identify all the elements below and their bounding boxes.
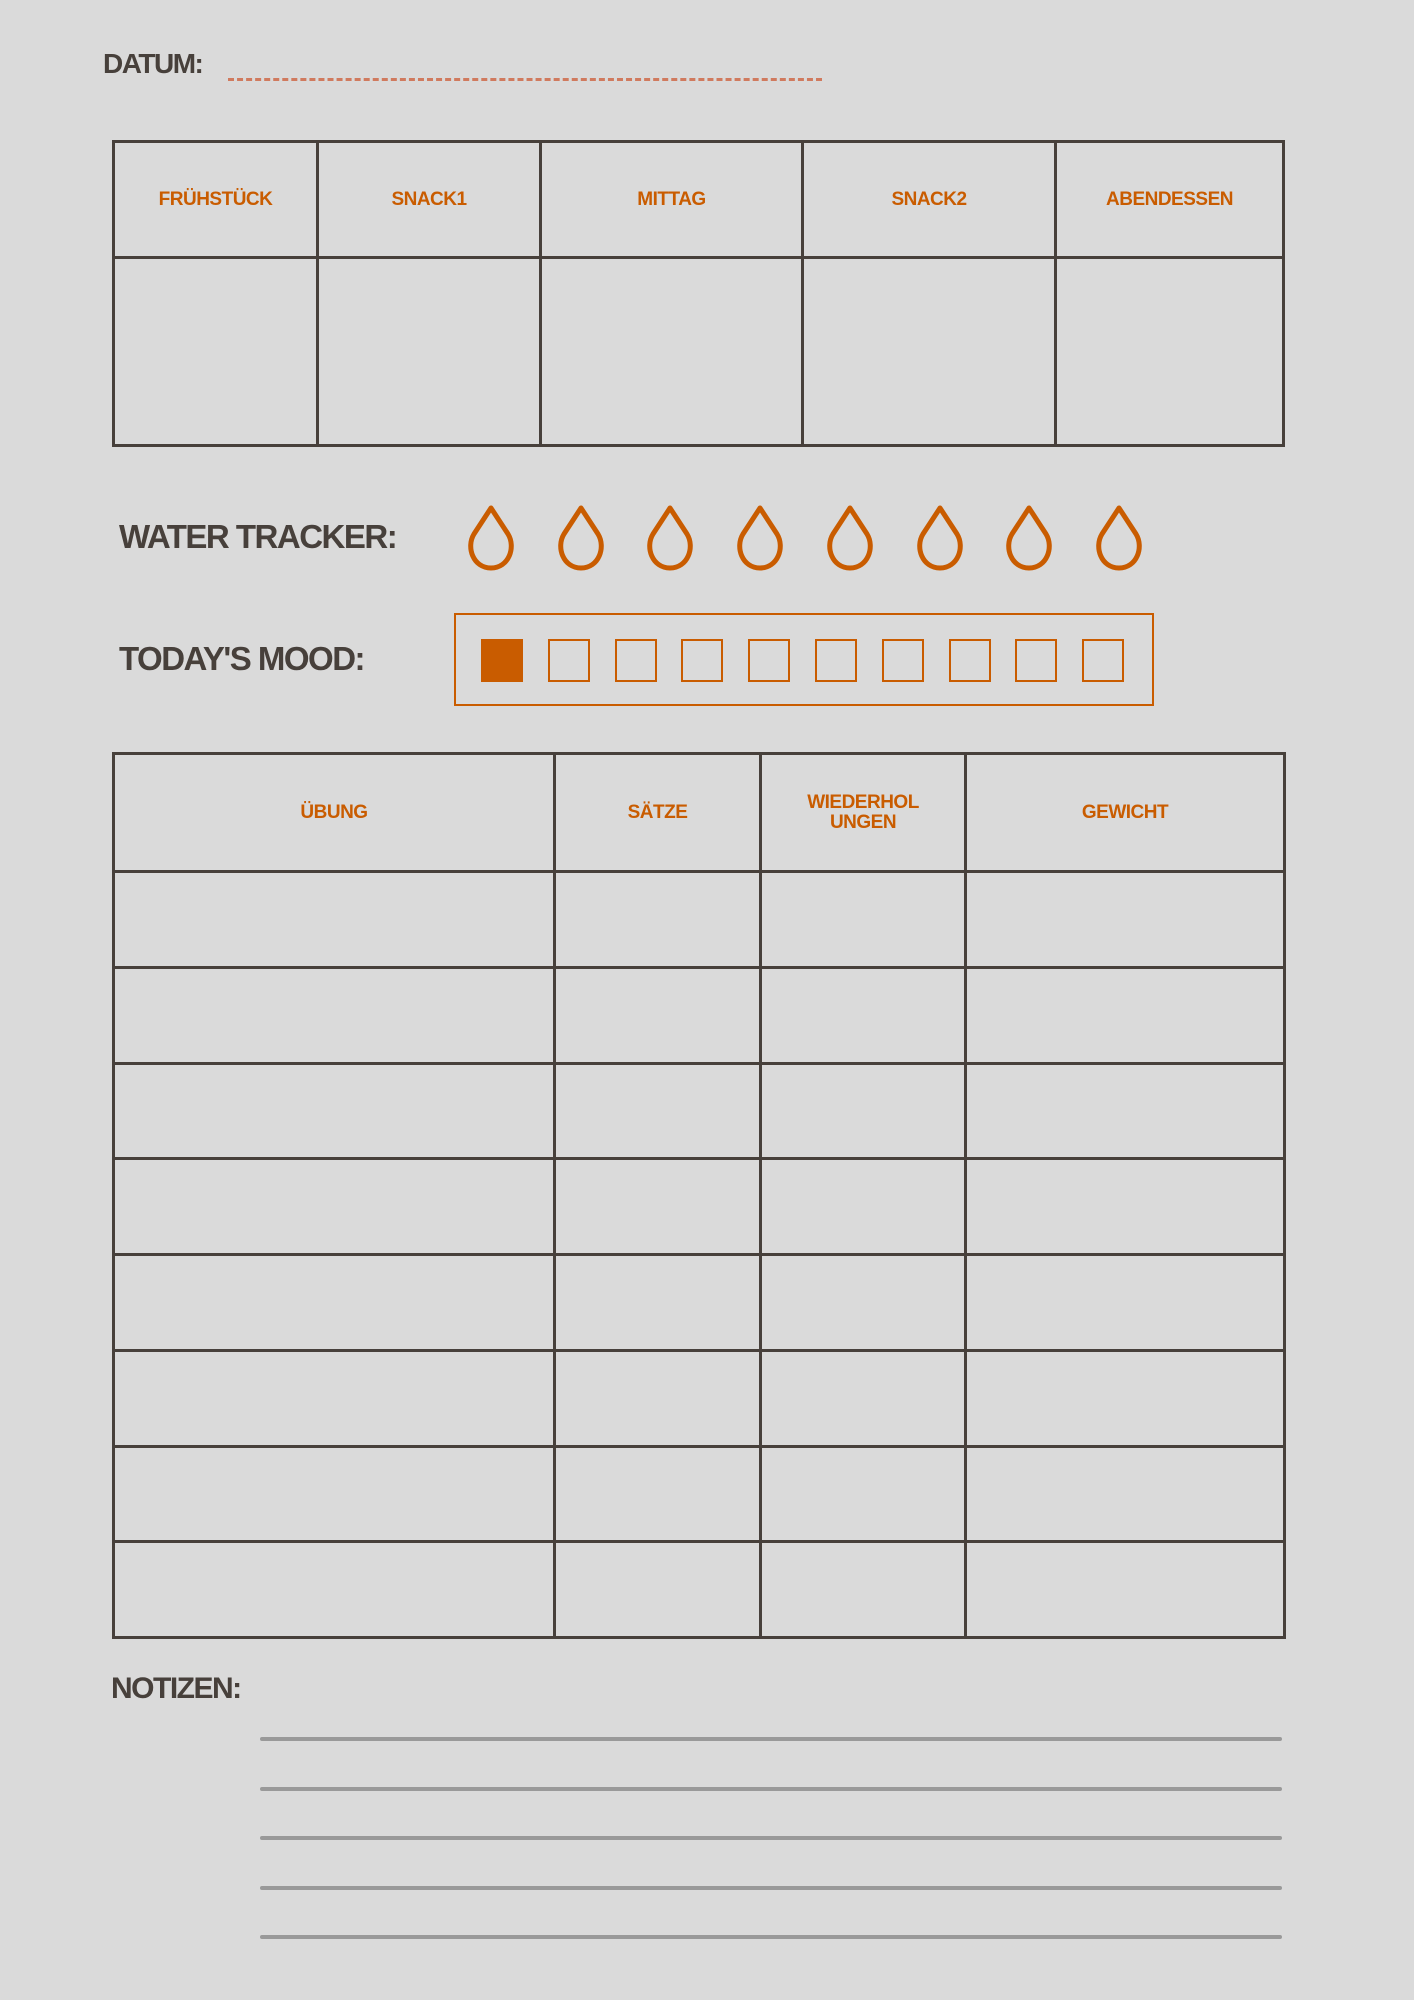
mood-box[interactable] <box>881 639 924 682</box>
exercise-cell-sets[interactable] <box>553 1157 762 1256</box>
exercise-cell-weight[interactable] <box>964 1540 1286 1639</box>
note-line[interactable] <box>260 1836 1282 1840</box>
exercise-cell-sets[interactable] <box>553 965 762 1065</box>
exercise-row <box>112 1061 1286 1161</box>
exercise-cell-sets[interactable] <box>553 1444 762 1544</box>
header-text: WIEDERHOL UNGEN <box>807 791 919 833</box>
mood-box[interactable] <box>1015 639 1058 682</box>
mood-box[interactable] <box>681 639 724 682</box>
exercise-cell-sets[interactable] <box>553 870 762 969</box>
exercise-cell-reps[interactable] <box>759 1061 967 1161</box>
exercise-cell-weight[interactable] <box>964 870 1286 969</box>
exercise-cell-sets[interactable] <box>553 1348 762 1448</box>
exercise-row <box>112 965 1286 1065</box>
header-text: MITTAG <box>637 188 706 210</box>
exercise-cell-sets[interactable] <box>553 1540 762 1639</box>
water-drop-icon[interactable] <box>736 505 784 576</box>
exercise-row <box>112 1157 1286 1256</box>
exercise-cell-weight[interactable] <box>964 1253 1286 1352</box>
exercise-cell-reps[interactable] <box>759 1157 967 1256</box>
date-input-line[interactable] <box>228 78 822 81</box>
meal-table: FRÜHSTÜCK SNACK1 MITTAG SNACK2 ABENDESSE… <box>112 140 1285 447</box>
exercise-cell-weight[interactable] <box>964 1348 1286 1448</box>
header-text: ABENDESSEN <box>1106 188 1233 210</box>
water-drop-icon[interactable] <box>557 505 605 576</box>
note-line[interactable] <box>260 1885 1282 1890</box>
meal-header-breakfast: FRÜHSTÜCK <box>112 140 319 259</box>
meal-header-snack1: SNACK1 <box>316 140 542 259</box>
mood-box[interactable] <box>614 639 657 682</box>
note-line[interactable] <box>260 1737 1282 1741</box>
header-text: SNACK2 <box>891 188 967 210</box>
exercise-header-exercise: ÜBUNG <box>112 752 556 873</box>
exercise-cell-exercise[interactable] <box>112 1348 556 1448</box>
header-text: FRÜHSTÜCK <box>158 188 273 210</box>
exercise-header-sets: SÄTZE <box>553 752 762 873</box>
header-text: SÄTZE <box>627 801 688 823</box>
exercise-cell-weight[interactable] <box>964 1061 1286 1161</box>
meal-cell-lunch[interactable] <box>539 256 804 447</box>
exercise-cell-exercise[interactable] <box>112 1157 556 1256</box>
meal-cell-dinner[interactable] <box>1054 256 1285 447</box>
mood-label: TODAY'S MOOD: <box>119 640 366 677</box>
water-tracker-label: WATER TRACKER: <box>119 518 398 555</box>
exercise-cell-sets[interactable] <box>553 1253 762 1352</box>
exercise-cell-exercise[interactable] <box>112 1540 556 1639</box>
meal-header-lunch: MITTAG <box>539 140 804 259</box>
mood-box[interactable] <box>481 639 523 682</box>
exercise-cell-reps[interactable] <box>759 1540 967 1639</box>
water-drop-icon[interactable] <box>467 505 515 576</box>
exercise-cell-weight[interactable] <box>964 1157 1286 1256</box>
header-text: GEWICHT <box>1081 801 1169 823</box>
note-line[interactable] <box>260 1935 1282 1939</box>
mood-box[interactable] <box>948 639 991 682</box>
notes-label: NOTIZEN: <box>111 1672 242 1705</box>
exercise-cell-reps[interactable] <box>759 1348 967 1448</box>
exercise-cell-sets[interactable] <box>553 1061 762 1161</box>
exercise-row <box>112 1348 1286 1448</box>
exercise-row <box>112 1444 1286 1544</box>
water-drop-icon[interactable] <box>1095 505 1143 576</box>
exercise-header-reps: WIEDERHOL UNGEN <box>759 752 967 873</box>
exercise-cell-weight[interactable] <box>964 1444 1286 1544</box>
mood-box[interactable] <box>547 639 590 682</box>
meal-header-snack2: SNACK2 <box>801 140 1057 259</box>
water-drop-icon[interactable] <box>646 505 694 576</box>
meal-header-dinner: ABENDESSEN <box>1054 140 1285 259</box>
meal-cell-snack2[interactable] <box>801 256 1057 447</box>
exercise-header-row: ÜBUNG SÄTZE WIEDERHOL UNGEN GEWICHT <box>112 752 1286 873</box>
exercise-cell-reps[interactable] <box>759 1253 967 1352</box>
meal-header-row: FRÜHSTÜCK SNACK1 MITTAG SNACK2 ABENDESSE… <box>112 140 1285 259</box>
water-drop-icon[interactable] <box>1005 505 1053 576</box>
exercise-cell-reps[interactable] <box>759 965 967 1065</box>
mood-box[interactable] <box>1082 639 1125 682</box>
exercise-cell-exercise[interactable] <box>112 1061 556 1161</box>
exercise-cell-exercise[interactable] <box>112 870 556 969</box>
exercise-row <box>112 1540 1286 1639</box>
exercise-cell-weight[interactable] <box>964 965 1286 1065</box>
water-drop-icon[interactable] <box>916 505 964 576</box>
exercise-cell-reps[interactable] <box>759 1444 967 1544</box>
header-text: SNACK1 <box>391 188 467 210</box>
exercise-header-weight: GEWICHT <box>964 752 1286 873</box>
meal-cell-snack1[interactable] <box>316 256 542 447</box>
exercise-row <box>112 1253 1286 1352</box>
exercise-cell-exercise[interactable] <box>112 1253 556 1352</box>
date-label: DATUM: <box>103 48 204 79</box>
header-text: ÜBUNG <box>300 801 368 823</box>
exercise-row <box>112 870 1286 969</box>
note-line[interactable] <box>260 1786 1282 1791</box>
water-drop-icon[interactable] <box>826 505 874 576</box>
exercise-cell-exercise[interactable] <box>112 965 556 1065</box>
mood-scale <box>454 613 1154 706</box>
meal-cell-breakfast[interactable] <box>112 256 319 447</box>
exercise-cell-reps[interactable] <box>759 870 967 969</box>
exercise-table: ÜBUNG SÄTZE WIEDERHOL UNGEN GEWICHT <box>112 752 1286 1639</box>
meal-entry-row <box>112 256 1285 447</box>
mood-box[interactable] <box>815 639 857 682</box>
exercise-cell-exercise[interactable] <box>112 1444 556 1544</box>
mood-box[interactable] <box>748 639 791 682</box>
